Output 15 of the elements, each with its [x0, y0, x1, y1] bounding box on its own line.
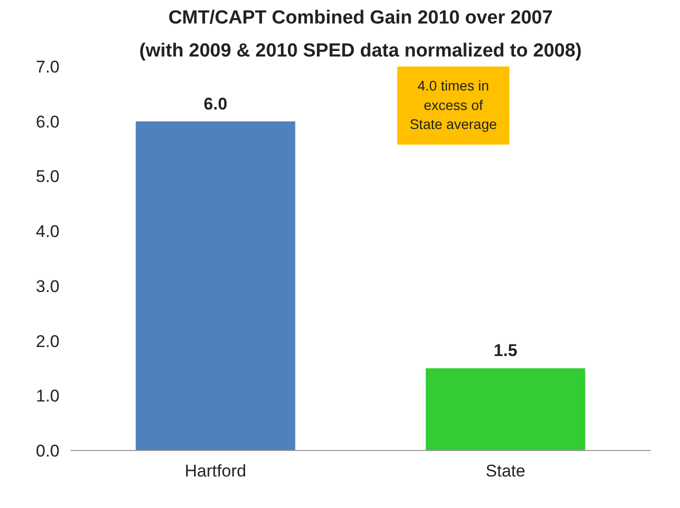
- x-tick-label: State: [486, 462, 526, 480]
- data-label: 1.5: [494, 341, 518, 360]
- data-label: 6.0: [204, 94, 228, 114]
- y-tick-label: 4.0: [36, 222, 60, 242]
- y-tick-label: 0.0: [36, 442, 60, 460]
- x-tick-label: Hartford: [184, 462, 246, 480]
- chart-subtitle: (with 2009 & 2010 SPED data normalized to 2008): [139, 40, 582, 62]
- y-tick-label: 2.0: [36, 332, 60, 351]
- y-tick-label: 7.0: [36, 58, 60, 76]
- annotation: 4.0 times in excess of State average: [410, 78, 498, 132]
- chart-title: CMT/CAPT Combined Gain 2010 over 2007: [168, 8, 553, 28]
- y-tick-label: 5.0: [36, 167, 60, 186]
- y-tick-label: 3.0: [36, 276, 60, 296]
- y-tick-label: 6.0: [36, 112, 60, 132]
- y-tick-label: 1.0: [36, 386, 60, 406]
